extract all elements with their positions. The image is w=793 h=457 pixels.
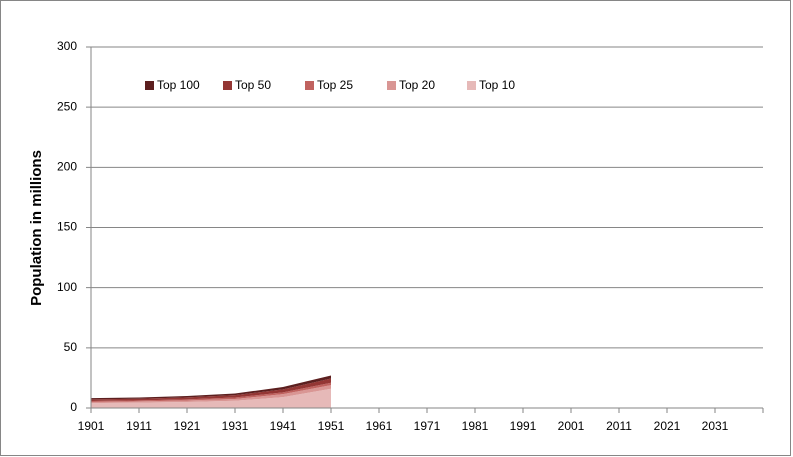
- x-tick-label: 2011: [606, 419, 632, 433]
- y-tick-label: 50: [64, 340, 78, 354]
- area: [91, 385, 331, 404]
- y-tick-label: 150: [57, 220, 77, 234]
- x-tick-label: 1901: [78, 419, 105, 433]
- y-tick-label: 200: [57, 160, 77, 174]
- x-tick-label: 1911: [126, 419, 152, 433]
- x-tick-label: 1991: [510, 419, 537, 433]
- x-tick-label: 1941: [270, 419, 297, 433]
- legend-swatch: [223, 81, 232, 90]
- legend-swatch: [305, 81, 314, 90]
- legend-label: Top 50: [235, 78, 271, 92]
- area: [91, 382, 331, 402]
- legend-label: Top 25: [317, 78, 353, 92]
- x-tick-label: 1931: [222, 419, 249, 433]
- x-tick-label: 1981: [462, 419, 489, 433]
- x-tick-label: 2021: [654, 419, 681, 433]
- y-axis-label: Population in millions: [28, 150, 45, 306]
- x-tick-label: 1921: [174, 419, 201, 433]
- y-tick-label: 100: [57, 280, 77, 294]
- y-tick-label: 300: [57, 39, 77, 53]
- y-tick-label: 250: [57, 99, 77, 113]
- x-tick-label: 2001: [558, 419, 585, 433]
- x-tick-label: 1951: [318, 419, 345, 433]
- y-tick-label: 0: [70, 400, 77, 414]
- legend-label: Top 100: [157, 78, 200, 92]
- legend-swatch: [467, 81, 476, 90]
- area: [91, 375, 331, 400]
- x-tick-label: 1971: [414, 419, 441, 433]
- legend-label: Top 10: [479, 78, 515, 92]
- x-tick-label: 2031: [702, 419, 729, 433]
- x-tick-label: 1961: [366, 419, 393, 433]
- area: [91, 378, 331, 402]
- legend-swatch: [145, 81, 154, 90]
- area: [91, 388, 331, 408]
- legend-swatch: [387, 81, 396, 90]
- legend-label: Top 20: [399, 78, 435, 92]
